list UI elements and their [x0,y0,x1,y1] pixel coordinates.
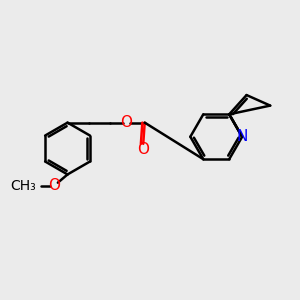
Text: O: O [120,115,132,130]
Text: CH₃: CH₃ [10,178,36,193]
Text: O: O [137,142,149,157]
Text: O: O [48,178,60,193]
Text: N: N [236,129,248,144]
